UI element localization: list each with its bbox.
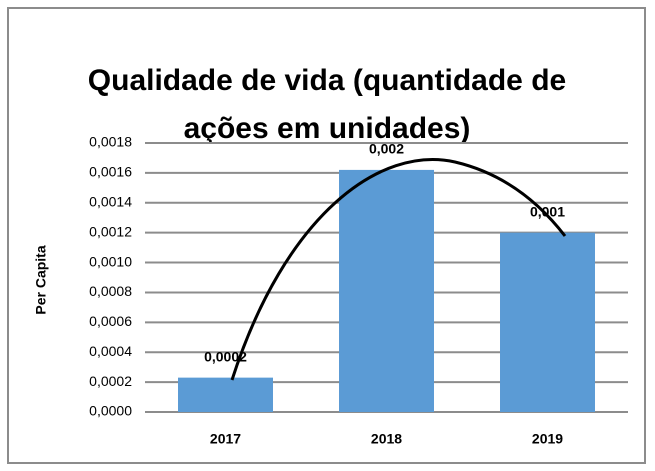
y-tick-label: 0,0000 — [89, 403, 132, 419]
y-axis-label: Per Capita — [33, 245, 49, 314]
x-tick-label: 2017 — [210, 431, 241, 447]
x-tick-label: 2019 — [532, 431, 563, 447]
x-tick-label: 2018 — [371, 431, 402, 447]
chart-title: Qualidade de vida (quantidade de — [88, 64, 566, 97]
y-tick-label: 0,0012 — [89, 223, 132, 239]
y-tick-label: 0,0002 — [89, 373, 132, 389]
y-tick-label: 0,0018 — [89, 134, 132, 150]
y-tick-label: 0,0016 — [89, 164, 132, 180]
trend-line — [230, 158, 567, 381]
bar — [339, 169, 434, 412]
bar — [500, 232, 595, 412]
data-label: 0,002 — [369, 141, 404, 157]
y-tick-label: 0,0006 — [89, 313, 132, 329]
data-label: 0,0002 — [204, 348, 247, 364]
chart-title: ações em unidades) — [184, 112, 471, 145]
y-tick-label: 0,0010 — [89, 253, 132, 269]
y-tick-label: 0,0014 — [89, 193, 132, 209]
y-tick-label: 0,0004 — [89, 343, 132, 359]
bar — [178, 377, 273, 412]
y-tick-label: 0,0008 — [89, 283, 132, 299]
